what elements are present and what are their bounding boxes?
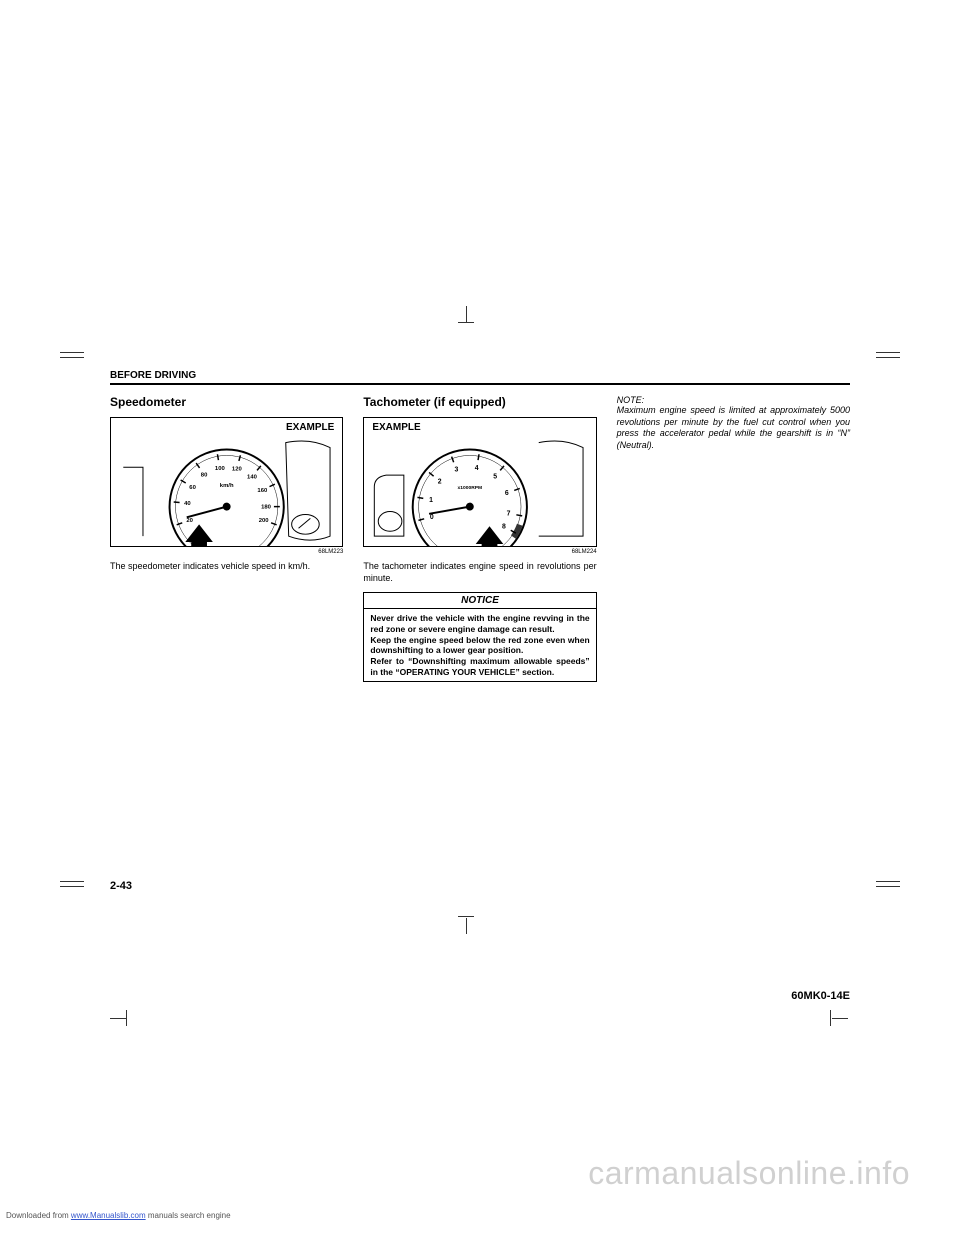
tachometer-title: Tachometer (if equipped) [363, 395, 596, 409]
speedometer-title: Speedometer [110, 395, 343, 409]
crop-mark [832, 1018, 848, 1019]
svg-text:80: 80 [201, 472, 208, 478]
crop-mark [466, 306, 467, 322]
svg-text:140: 140 [247, 474, 258, 480]
footer-suffix: manuals search engine [146, 1211, 231, 1220]
section-header: BEFORE DRIVING [110, 370, 850, 385]
figure-reference: 68LM223 [110, 549, 343, 555]
crop-mark [458, 322, 474, 323]
svg-text:5: 5 [494, 473, 498, 480]
note-body: Maximum engine speed is limited at appro… [617, 405, 850, 452]
crop-mark [110, 1018, 126, 1019]
svg-text:20: 20 [186, 518, 193, 524]
footer-prefix: Downloaded from [6, 1211, 71, 1220]
column-note: NOTE: Maximum engine speed is limited at… [617, 395, 850, 682]
speedometer-description: The speedometer indicates vehicle speed … [110, 561, 343, 573]
crop-mark [60, 881, 84, 887]
svg-text:7: 7 [507, 510, 511, 517]
example-label: EXAMPLE [370, 422, 422, 433]
notice-box: NOTICE Never drive the vehicle with the … [363, 592, 596, 682]
svg-text:km/h: km/h [220, 483, 234, 489]
column-tachometer: Tachometer (if equipped) EXAMPLE 1 2 3 4 5 6 7… [363, 395, 596, 682]
page-number: 2-43 [110, 880, 132, 892]
crop-mark [458, 916, 474, 917]
svg-text:8: 8 [502, 523, 506, 530]
figure-reference: 68LM224 [363, 549, 596, 555]
tachometer-gauge-svg: 1 2 3 4 5 6 78 0 x1000RPM [364, 418, 595, 546]
svg-text:100: 100 [215, 466, 226, 472]
svg-text:120: 120 [232, 467, 243, 473]
manual-page: BEFORE DRIVING Speedometer EXAMPLE 20406… [110, 370, 850, 682]
tachometer-figure: EXAMPLE 1 2 3 4 5 6 78 0 x1000RPM [363, 417, 596, 547]
crop-mark [876, 352, 900, 358]
svg-text:4: 4 [475, 465, 479, 472]
svg-text:40: 40 [184, 501, 191, 507]
speedometer-gauge-svg: 20 40 60 80 100 120 140 160 180 200 km/h [111, 418, 342, 546]
speedometer-figure: EXAMPLE 20 40 60 80 100 120 140 160 180 200 km/h [110, 417, 343, 547]
watermark: carmanualsonline.info [588, 1155, 910, 1192]
svg-text:200: 200 [259, 518, 270, 524]
tachometer-description: The tachometer indicates engine speed in… [363, 561, 596, 584]
footer-link[interactable]: www.Manualslib.com [71, 1211, 146, 1220]
svg-text:0: 0 [430, 514, 434, 521]
svg-text:6: 6 [505, 490, 509, 497]
crop-mark [60, 352, 84, 358]
crop-mark [126, 1010, 127, 1026]
document-code: 60MK0-14E [791, 990, 850, 1002]
svg-text:160: 160 [257, 488, 268, 494]
svg-text:2: 2 [438, 478, 442, 485]
footer-text: Downloaded from www.Manualslib.com manua… [6, 1211, 231, 1220]
crop-mark [876, 881, 900, 887]
note-label: NOTE: [617, 395, 850, 405]
notice-title: NOTICE [364, 593, 595, 609]
svg-text:60: 60 [189, 485, 196, 491]
crop-mark [830, 1010, 831, 1026]
crop-mark [466, 918, 467, 934]
column-speedometer: Speedometer EXAMPLE 20 40 60 80 100 120 140 160… [110, 395, 343, 682]
svg-text:x1000RPM: x1000RPM [458, 485, 483, 491]
content-columns: Speedometer EXAMPLE 20406080100120140160… [110, 395, 850, 682]
svg-text:180: 180 [261, 505, 272, 511]
svg-text:3: 3 [455, 467, 459, 474]
svg-text:1: 1 [429, 497, 433, 504]
example-label: EXAMPLE [284, 422, 336, 433]
notice-body: Never drive the vehicle with the engine … [364, 609, 595, 681]
